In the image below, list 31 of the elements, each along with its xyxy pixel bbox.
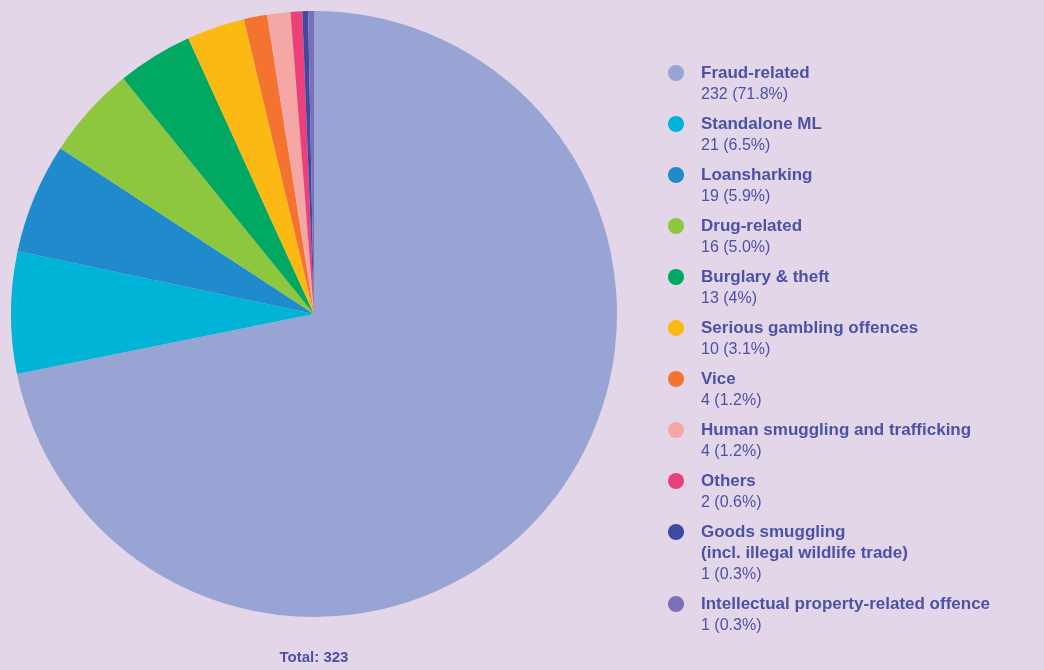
pie-slice <box>11 251 314 375</box>
legend-label: Intellectual property-related offence <box>701 594 991 613</box>
data-label: 4 (1.2%) <box>701 391 762 408</box>
data-label: 232 (71.8%) <box>701 85 789 102</box>
legend-label: Serious gambling offences <box>701 318 919 337</box>
pie-slice <box>60 78 314 314</box>
pie-slice <box>17 11 617 617</box>
data-label: 19 (5.9%) <box>701 187 771 204</box>
pie-slice <box>17 148 314 314</box>
legend-label: Fraud-related <box>701 63 810 82</box>
pie-slice <box>123 38 314 314</box>
data-label: 4 (1.2%) <box>701 442 762 459</box>
legend-label: Others <box>701 471 756 490</box>
data-label: 1 (0.3%) <box>701 616 762 633</box>
data-label: 21 (6.5%) <box>701 136 771 153</box>
legend-label: Loansharking <box>701 165 813 184</box>
data-label: 2 (0.6%) <box>701 493 762 510</box>
data-label: 16 (5.0%) <box>701 238 771 255</box>
pie-slice <box>243 14 314 314</box>
legend-label: Human smuggling and trafficking <box>701 420 972 439</box>
legend-label: Vice <box>701 369 736 388</box>
text: Total: 323 <box>279 648 349 665</box>
pie-slice <box>267 11 314 314</box>
data-label: 1 (0.3%) <box>701 565 762 582</box>
data-label: 10 (3.1%) <box>701 340 771 357</box>
legend-label: Standalone ML <box>701 114 822 133</box>
data-label: 13 (4%) <box>701 289 758 306</box>
legend-label: Drug-related <box>701 216 803 235</box>
pie-slice <box>188 19 314 314</box>
legend-label: Burglary & theft <box>701 267 830 286</box>
legend-label: Goods smuggling (incl. illegal wildlife trade) <box>701 522 908 562</box>
